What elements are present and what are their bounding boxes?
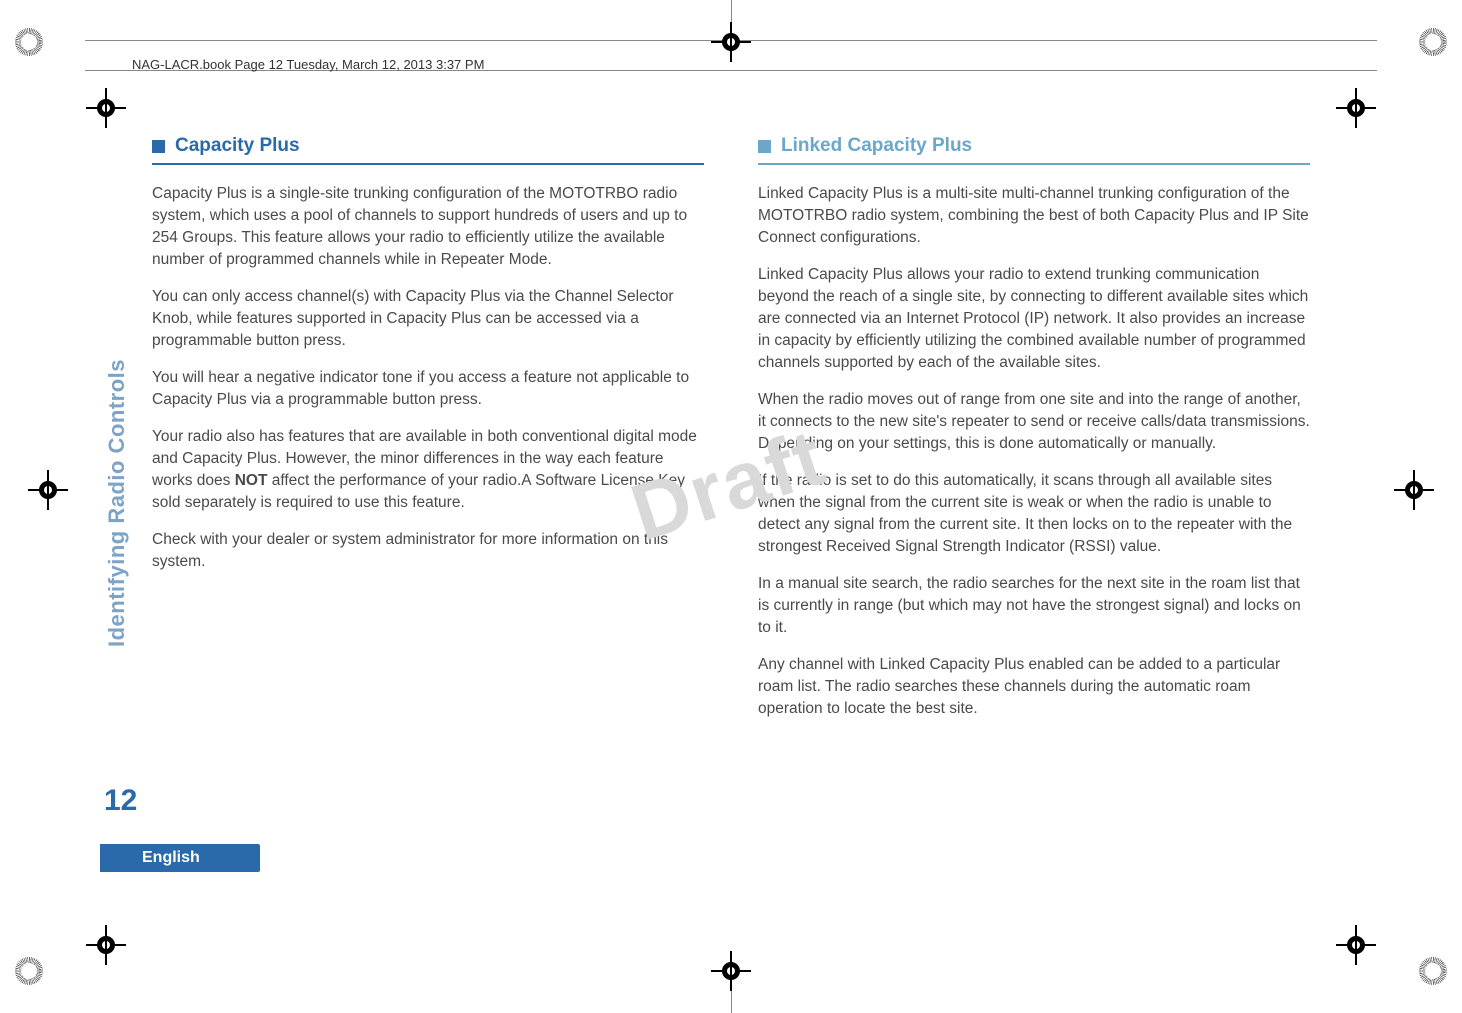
body-paragraph: Linked Capacity Plus allows your radio t… <box>758 264 1310 374</box>
text-bold: NOT <box>235 472 268 489</box>
sidebar-section-label: Identifying Radio Controls <box>104 359 130 647</box>
page-content: Draft Capacity Plus Capacity Plus is a s… <box>100 95 1362 918</box>
sidebar-label-text: Identifying Radio Controls <box>104 359 129 647</box>
body-paragraph: Check with your dealer or system adminis… <box>152 529 704 573</box>
body-paragraph: In a manual site search, the radio searc… <box>758 573 1310 639</box>
section-heading-capacity-plus: Capacity Plus <box>152 135 704 165</box>
registration-mark-icon <box>1394 470 1434 510</box>
registration-mark-icon <box>711 951 751 991</box>
right-column: Linked Capacity Plus Linked Capacity Plu… <box>758 135 1310 735</box>
left-column: Capacity Plus Capacity Plus is a single-… <box>152 135 704 735</box>
body-paragraph: Linked Capacity Plus is a multi-site mul… <box>758 183 1310 249</box>
printer-mark-icon <box>15 28 43 56</box>
body-paragraph: You will hear a negative indicator tone … <box>152 367 704 411</box>
body-paragraph: When the radio moves out of range from o… <box>758 389 1310 455</box>
body-paragraph: If the radio is set to do this automatic… <box>758 470 1310 558</box>
body-paragraph: Capacity Plus is a single-site trunking … <box>152 183 704 271</box>
page-number: 12 <box>104 784 137 818</box>
heading-bullet-icon <box>152 140 165 153</box>
body-paragraph: You can only access channel(s) with Capa… <box>152 286 704 352</box>
printer-mark-icon <box>1419 28 1447 56</box>
body-paragraph: Your radio also has features that are av… <box>152 426 704 514</box>
registration-mark-icon <box>28 470 68 510</box>
registration-mark-icon <box>711 22 751 62</box>
printer-mark-icon <box>15 957 43 985</box>
registration-mark-icon <box>86 925 126 965</box>
section-heading-linked-capacity-plus: Linked Capacity Plus <box>758 135 1310 165</box>
printer-mark-icon <box>1419 957 1447 985</box>
page-header-text: NAG-LACR.book Page 12 Tuesday, March 12,… <box>132 57 484 72</box>
heading-title: Linked Capacity Plus <box>781 135 972 157</box>
language-bar: English <box>100 844 260 872</box>
registration-mark-icon <box>1336 925 1376 965</box>
body-paragraph: Any channel with Linked Capacity Plus en… <box>758 654 1310 720</box>
language-label: English <box>142 849 200 867</box>
heading-title: Capacity Plus <box>175 135 300 157</box>
heading-bullet-icon <box>758 140 771 153</box>
